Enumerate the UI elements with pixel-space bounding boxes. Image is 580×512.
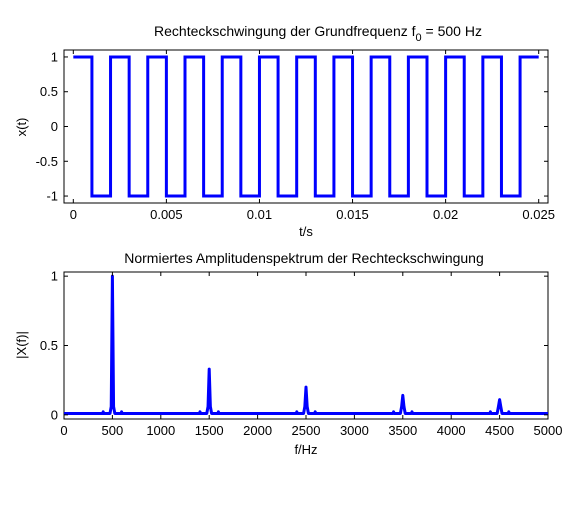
plot1-xtick-label: 0 — [70, 207, 77, 222]
plot1-ytick-label: 0.5 — [40, 84, 58, 99]
plot1-title-suffix: = 500 Hz — [422, 23, 482, 39]
plot2-xtick-label: 2000 — [243, 423, 272, 438]
plot1-series-layer — [73, 55, 539, 198]
plot2-xtick-label: 3500 — [388, 423, 417, 438]
plot1-xtick-label: 0.01 — [247, 207, 272, 222]
plot1-ytick-label: 1 — [51, 49, 58, 64]
plot1-title-main: Rechteckschwingung der Grundfrequenz f — [154, 23, 416, 39]
plot2-xtick-label: 500 — [102, 423, 124, 438]
plot2-xtick-label: 1500 — [195, 423, 224, 438]
plot2-xtick-label: 4500 — [485, 423, 514, 438]
plot2-xtick-label: 0 — [60, 423, 67, 438]
square-wave-line — [73, 55, 539, 198]
plot1-title: Rechteckschwingung der Grundfrequenz f0 … — [154, 23, 482, 44]
plot1-ytick-label: -1 — [46, 189, 58, 204]
plot1-xticks: 0 0.005 0.01 0.015 0.02 0.025 — [70, 50, 555, 222]
plot2-yticks: 00.51 — [40, 269, 548, 422]
plot1-axes-box — [63, 49, 549, 204]
plot2-ytick-label: 0.5 — [40, 338, 58, 353]
plot2-xtick-label: 2500 — [292, 423, 321, 438]
spectrum-line — [64, 274, 548, 415]
plot2-xtick-label: 1000 — [146, 423, 175, 438]
plot2-series-layer — [64, 274, 548, 415]
spectrum-plot: Normiertes Amplitudenspektrum der Rechte… — [14, 250, 562, 457]
plot2-ylabel: |X(f)| — [14, 331, 29, 359]
plot2-xticks: 0 500 1000 1500 2000 2500 3000 3500 4000 4500 5000 — [60, 272, 562, 438]
plot1-ytick-label: -0.5 — [36, 154, 58, 169]
plot1-xtick-label: 0.015 — [336, 207, 369, 222]
plot1-ylabel: x(t) — [14, 118, 29, 137]
plot2-xlabel: f/Hz — [294, 442, 317, 457]
plot2-ytick-label: 0 — [51, 407, 58, 422]
plot1-title-subscript: 0 — [416, 32, 422, 44]
plot1-ytick-label: 0 — [51, 119, 58, 134]
plot1-yticks: -1 -0.5 0 0.5 1 — [36, 49, 548, 204]
plot1-xlabel: t/s — [299, 224, 313, 239]
plot1-xtick-label: 0.005 — [150, 207, 183, 222]
plot1-xtick-label: 0.02 — [433, 207, 458, 222]
plot2-xtick-label: 3000 — [340, 423, 369, 438]
plot2-xtick-label: 4000 — [437, 423, 466, 438]
plot1-xtick-label: 0.025 — [522, 207, 555, 222]
square-wave-plot: Rechteckschwingung der Grundfrequenz f 0 … — [14, 23, 555, 239]
plot2-title: Normiertes Amplitudenspektrum der Rechte… — [124, 250, 484, 266]
plot2-ytick-label: 1 — [51, 269, 58, 284]
plot2-xtick-label: 5000 — [534, 423, 563, 438]
